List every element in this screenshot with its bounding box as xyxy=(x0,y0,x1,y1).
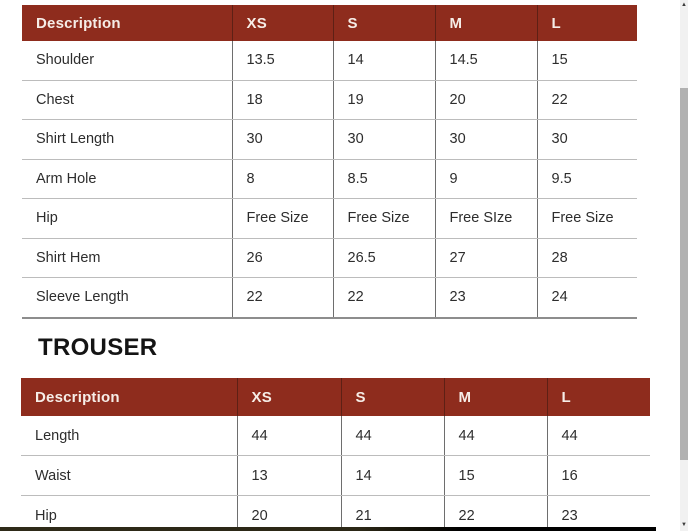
row-label: Hip xyxy=(22,198,232,239)
table-row-hip: Hip 20 21 22 23 xyxy=(21,495,650,531)
trouser-table-header-row: Description XS S M L xyxy=(21,378,650,416)
row-label: Arm Hole xyxy=(22,159,232,199)
trouser-section-heading: TROUSER xyxy=(38,334,158,361)
cell: 9 xyxy=(434,159,537,199)
row-label: Hip xyxy=(21,495,237,531)
row-label: Waist xyxy=(21,455,237,496)
scrollbar-up-icon[interactable]: ▲ xyxy=(681,2,687,8)
cell: 18 xyxy=(231,80,333,120)
cell: 14 xyxy=(340,455,444,496)
cell: 24 xyxy=(536,277,637,319)
column-header-s: S xyxy=(340,378,444,416)
cell: 16 xyxy=(546,455,650,496)
cell: 22 xyxy=(231,277,333,319)
cell: 23 xyxy=(546,495,650,531)
table-row-length: Length 44 44 44 44 xyxy=(21,416,650,456)
cell: 30 xyxy=(332,119,435,160)
column-header-m: M xyxy=(443,378,547,416)
table-row-waist: Waist 13 14 15 16 xyxy=(21,455,650,496)
row-label: Shirt Length xyxy=(22,119,232,160)
trouser-size-table: Description XS S M L Length 44 44 44 44 … xyxy=(21,378,650,531)
cell: 27 xyxy=(434,238,537,278)
table-row-hip: Hip Free Size Free Size Free SIze Free S… xyxy=(22,198,637,239)
shirt-size-table: Description XS S M L Shoulder 13.5 14 14… xyxy=(22,5,637,319)
column-header-xs: XS xyxy=(231,5,333,41)
column-header-description: Description xyxy=(21,378,237,416)
table-row-arm-hole: Arm Hole 8 8.5 9 9.5 xyxy=(22,159,637,199)
cell: Free Size xyxy=(231,198,333,239)
row-label: Length xyxy=(21,416,237,456)
cell: 22 xyxy=(536,80,637,120)
cell: 44 xyxy=(340,416,444,456)
cell: 44 xyxy=(443,416,547,456)
cell: 15 xyxy=(536,41,637,81)
table-row-sleeve-length: Sleeve Length 22 22 23 24 xyxy=(22,277,637,319)
cell: 22 xyxy=(332,277,435,319)
cell: 30 xyxy=(536,119,637,160)
cell: Free Size xyxy=(536,198,637,239)
cell: 44 xyxy=(546,416,650,456)
table-row-shirt-length: Shirt Length 30 30 30 30 xyxy=(22,119,637,160)
cell: 20 xyxy=(434,80,537,120)
cell: 21 xyxy=(340,495,444,531)
row-label: Chest xyxy=(22,80,232,120)
column-header-l: L xyxy=(546,378,650,416)
cell: 9.5 xyxy=(536,159,637,199)
cell: 44 xyxy=(236,416,341,456)
column-header-s: S xyxy=(332,5,435,41)
cell: 26 xyxy=(231,238,333,278)
cell: 14 xyxy=(332,41,435,81)
cutoff-content-strip xyxy=(0,527,656,531)
row-label: Sleeve Length xyxy=(22,277,232,319)
cell: 14.5 xyxy=(434,41,537,81)
cell: 30 xyxy=(231,119,333,160)
cell: 26.5 xyxy=(332,238,435,278)
scrollbar-down-icon[interactable]: ▼ xyxy=(681,522,687,528)
cell: 13 xyxy=(236,455,341,496)
scrollbar-thumb[interactable] xyxy=(680,88,688,460)
cell: 8 xyxy=(231,159,333,199)
cell: 20 xyxy=(236,495,341,531)
column-header-m: M xyxy=(434,5,537,41)
cell: Free Size xyxy=(332,198,435,239)
column-header-description: Description xyxy=(22,5,232,41)
cell: 23 xyxy=(434,277,537,319)
cell: 8.5 xyxy=(332,159,435,199)
cell: 19 xyxy=(332,80,435,120)
row-label: Shoulder xyxy=(22,41,232,81)
vertical-scrollbar[interactable]: ▲ ▼ xyxy=(680,0,688,531)
cell: 22 xyxy=(443,495,547,531)
cell: 15 xyxy=(443,455,547,496)
table-row-shirt-hem: Shirt Hem 26 26.5 27 28 xyxy=(22,238,637,278)
cell: 28 xyxy=(536,238,637,278)
cell: 30 xyxy=(434,119,537,160)
shirt-table-header-row: Description XS S M L xyxy=(22,5,637,41)
row-label: Shirt Hem xyxy=(22,238,232,278)
cell: 13.5 xyxy=(231,41,333,81)
column-header-l: L xyxy=(536,5,637,41)
column-header-xs: XS xyxy=(236,378,341,416)
table-row-shoulder: Shoulder 13.5 14 14.5 15 xyxy=(22,41,637,81)
cell: Free SIze xyxy=(434,198,537,239)
table-row-chest: Chest 18 19 20 22 xyxy=(22,80,637,120)
